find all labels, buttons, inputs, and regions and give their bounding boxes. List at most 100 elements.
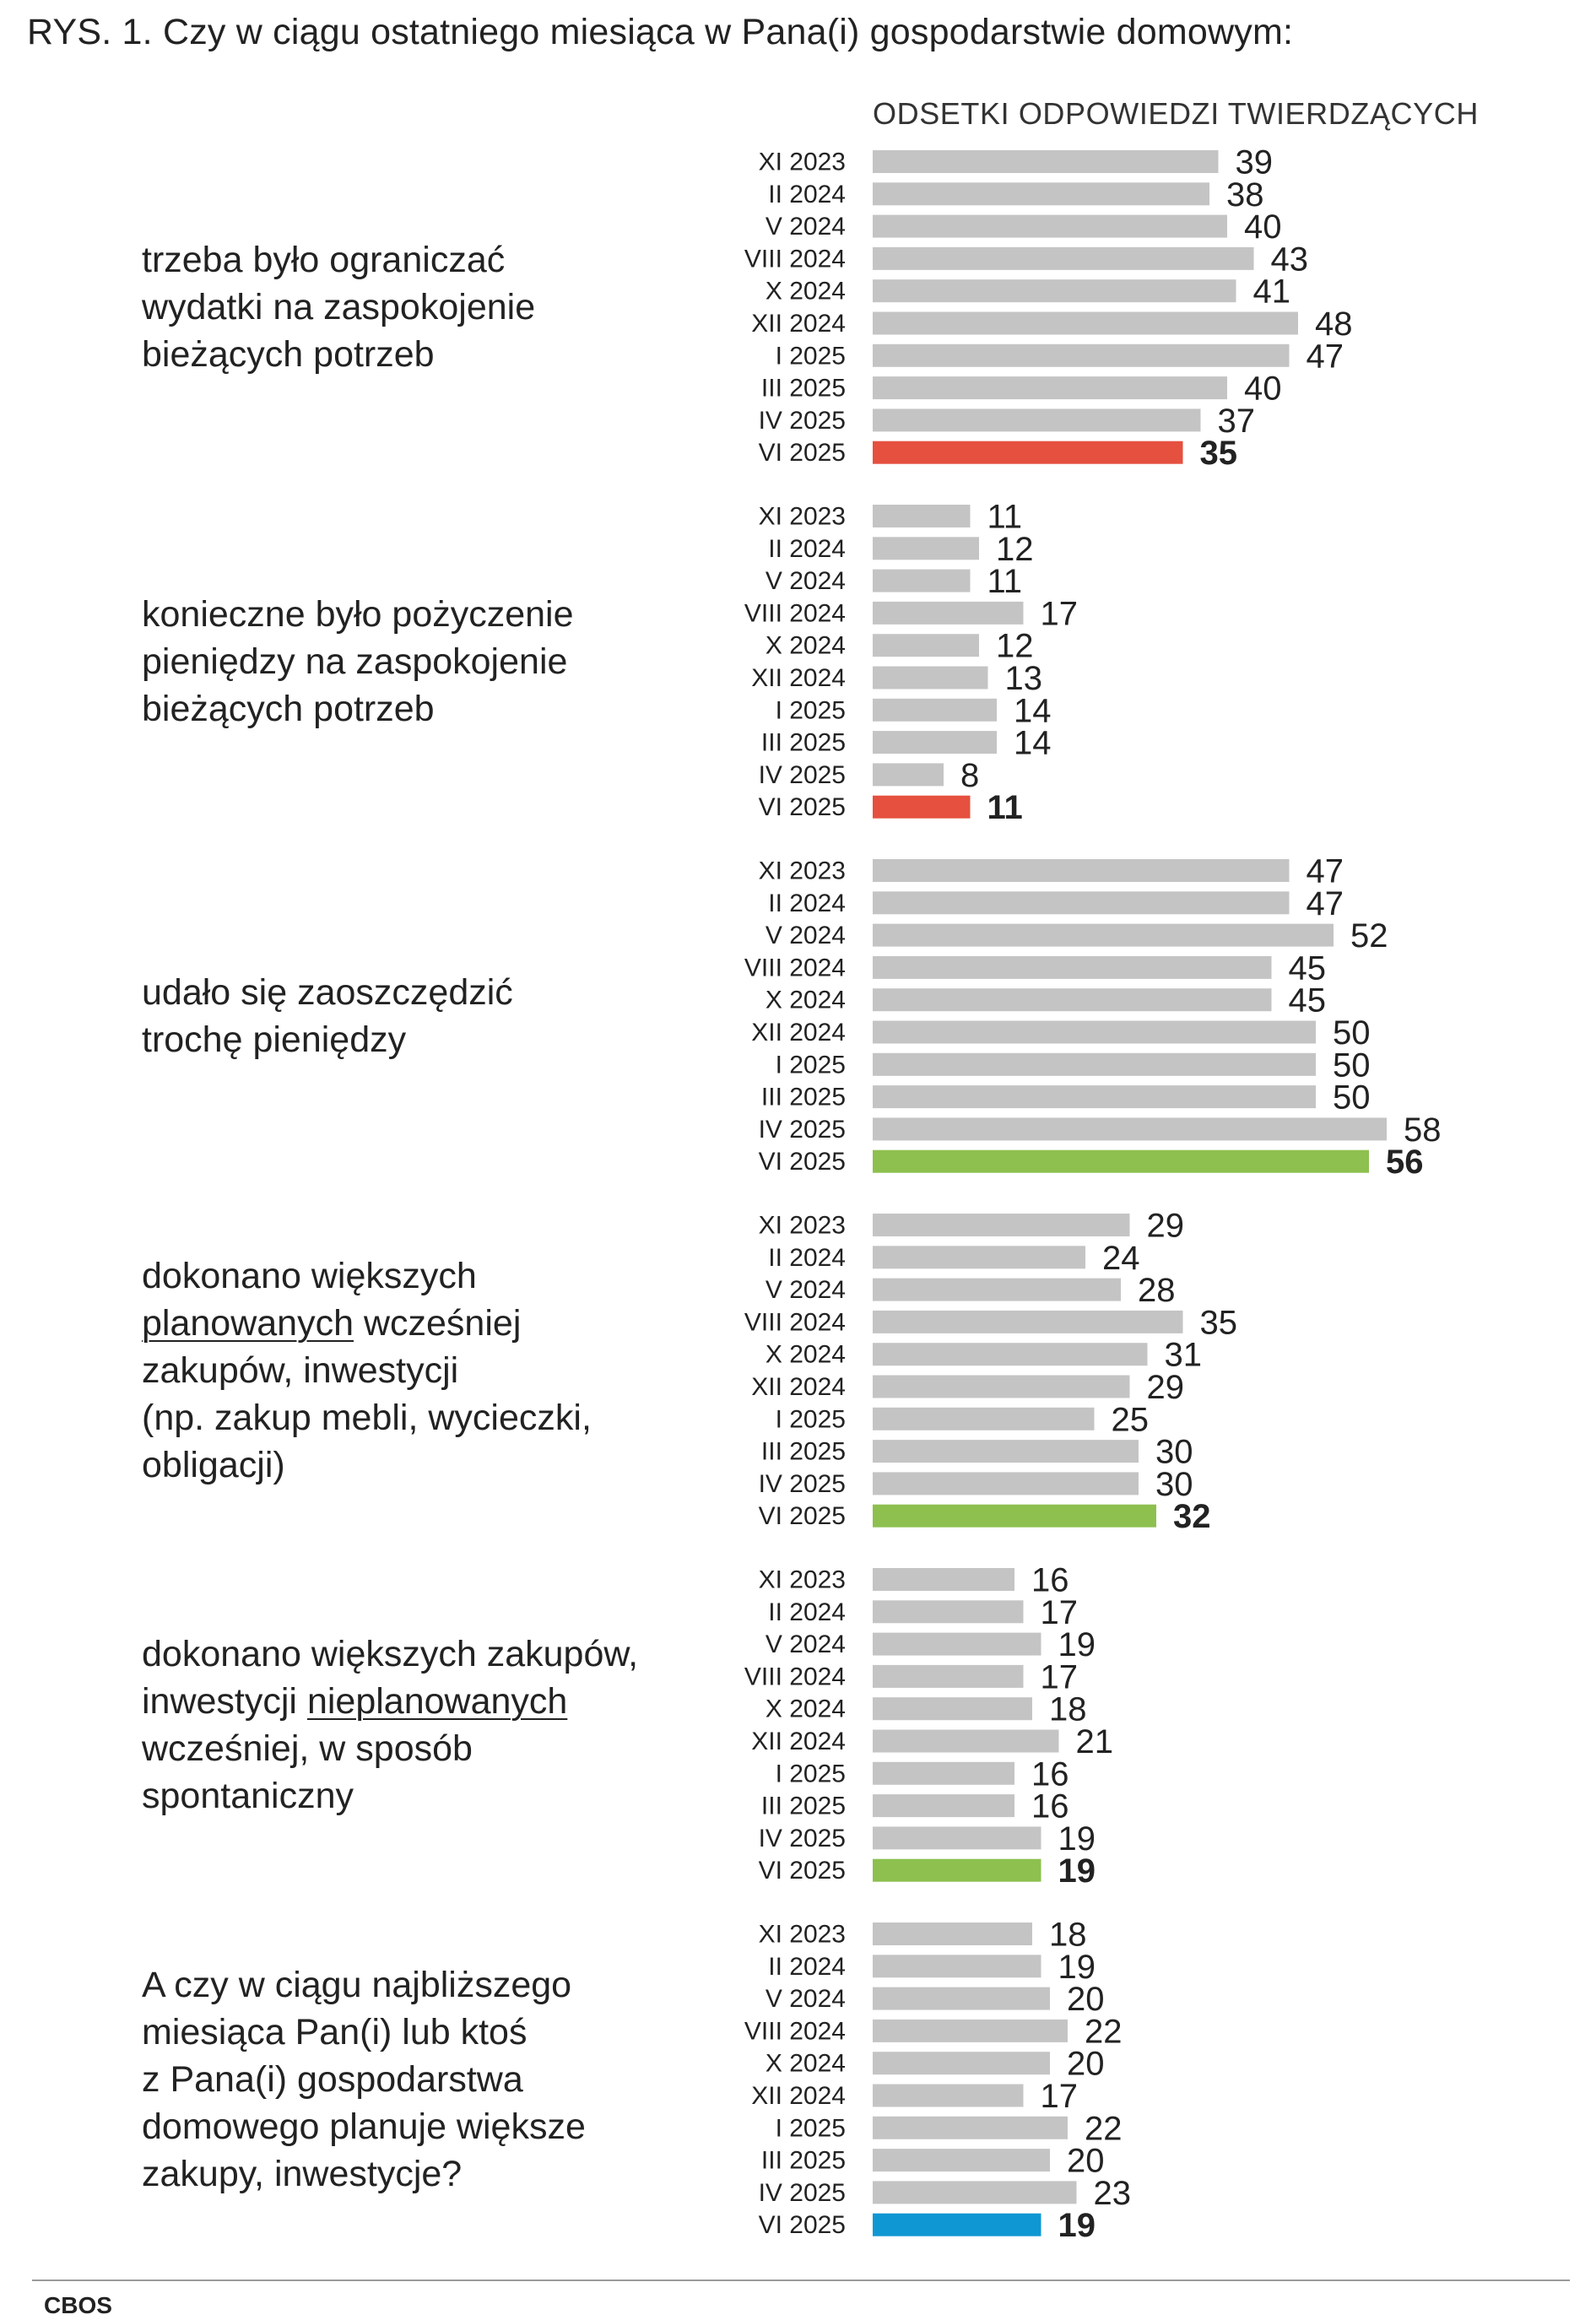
- value-label: 47: [1307, 853, 1344, 890]
- question-phrase: trzeba było ograniczać: [142, 239, 506, 280]
- bar: [873, 537, 979, 560]
- bar: [873, 1472, 1139, 1495]
- category-label: V 2024: [766, 922, 846, 949]
- value-label: 35: [1200, 435, 1238, 472]
- bar: [873, 666, 988, 690]
- question-phrase: dokonano większych: [142, 1255, 477, 1296]
- value-label: 21: [1076, 1723, 1114, 1760]
- category-label: V 2024: [766, 1630, 846, 1658]
- chart-title: RYS. 1. Czy w ciągu ostatniego miesiąca …: [27, 12, 1294, 52]
- bar: [873, 408, 1201, 432]
- chart-subtitle: ODSETKI ODPOWIEDZI TWIERDZĄCYCH: [873, 96, 1479, 131]
- category-label: II 2024: [768, 1953, 846, 1981]
- category-label: XII 2024: [751, 664, 846, 692]
- value-label: 47: [1307, 885, 1344, 922]
- bar: [873, 182, 1209, 206]
- value-label: 19: [1058, 1820, 1096, 1858]
- bar: [873, 2084, 1024, 2107]
- bar: [873, 2149, 1050, 2172]
- question-line: zakupy, inwestycje?: [142, 2150, 699, 2198]
- question-phrase: pieniędzy na zaspokojenie: [142, 641, 568, 682]
- value-label: 11: [987, 563, 1023, 600]
- question-line: konieczne było pożyczenie: [142, 591, 699, 638]
- question-text-2: konieczne było pożyczenie pieniędzy na za…: [142, 591, 699, 733]
- question-line: trochę pieniędzy: [142, 1016, 699, 1063]
- value-label: 20: [1067, 1981, 1105, 2018]
- category-label: I 2025: [776, 2114, 846, 2142]
- bar: [873, 1923, 1032, 1945]
- category-label: VIII 2024: [744, 2017, 846, 2045]
- value-label: 19: [1058, 1949, 1096, 1986]
- bar-highlight: [873, 795, 971, 819]
- value-label: 58: [1404, 1111, 1442, 1149]
- bar: [873, 279, 1236, 303]
- bar: [873, 1664, 1024, 1688]
- category-label: I 2025: [776, 696, 846, 724]
- bar: [873, 988, 1272, 1012]
- question-phrase: wydatki na zaspokojenie: [142, 286, 536, 327]
- value-label: 47: [1307, 338, 1344, 375]
- category-label: XI 2023: [759, 857, 846, 885]
- question-line: wydatki na zaspokojenie: [142, 284, 699, 331]
- value-label: 11: [987, 789, 1023, 826]
- value-label: 50: [1333, 1046, 1371, 1084]
- category-label: IV 2025: [759, 761, 846, 789]
- value-label: 17: [1041, 1594, 1079, 1631]
- value-label: 29: [1147, 1208, 1185, 1245]
- value-label: 20: [1067, 2143, 1105, 2180]
- panel-4: XI 2023 29 II 2024 24 V 2024 28 VIII 2024 35 X 2…: [744, 1208, 1237, 1536]
- underlined-phrase: planowanych: [142, 1302, 354, 1344]
- value-label: 23: [1094, 2175, 1132, 2212]
- question-phrase: zakupów, inwestycji: [142, 1349, 459, 1391]
- category-label: X 2024: [766, 278, 846, 306]
- question-phrase: z Pana(i) gospodarstwa: [142, 2058, 523, 2100]
- value-label: 12: [996, 531, 1034, 568]
- bar: [873, 343, 1290, 367]
- bar: [873, 1729, 1059, 1753]
- category-label: III 2025: [761, 375, 846, 403]
- category-label: VI 2025: [759, 1148, 846, 1176]
- question-phrase: spontaniczny: [142, 1775, 354, 1816]
- bar: [873, 1440, 1139, 1463]
- value-label: 20: [1067, 2046, 1105, 2083]
- bar: [873, 1794, 1014, 1818]
- source-label: CBOS: [44, 2292, 112, 2318]
- question-phrase: udało się zaoszczędzić: [142, 971, 513, 1013]
- value-label: 11: [987, 499, 1023, 536]
- bar: [873, 1632, 1041, 1656]
- category-label: XI 2023: [759, 1566, 846, 1594]
- value-label: 12: [996, 628, 1034, 665]
- value-label: 14: [1014, 692, 1052, 729]
- value-label: 30: [1155, 1466, 1193, 1503]
- question-line: inwestycji nieplanowanych: [142, 1678, 699, 1725]
- value-label: 16: [1031, 1788, 1069, 1825]
- bar-highlight: [873, 1504, 1156, 1528]
- bar: [873, 634, 979, 657]
- category-label: III 2025: [761, 1438, 846, 1466]
- value-label: 17: [1041, 1658, 1079, 1695]
- question-text-6: A czy w ciągu najbliższego miesiąca Pan(i…: [142, 1961, 699, 2198]
- bar: [873, 859, 1290, 882]
- question-phrase: miesiąca Pan(i) lub ktoś: [142, 2011, 527, 2052]
- bar: [873, 1407, 1095, 1430]
- bar-highlight: [873, 1858, 1041, 1882]
- category-label: VI 2025: [759, 793, 846, 821]
- category-label: X 2024: [766, 987, 846, 1014]
- category-label: XII 2024: [751, 1728, 846, 1755]
- category-label: VI 2025: [759, 2211, 846, 2239]
- value-label: 8: [960, 757, 979, 794]
- category-label: IV 2025: [759, 1116, 846, 1144]
- bar: [873, 1568, 1014, 1591]
- underlined-phrase: nieplanowanych: [306, 1680, 568, 1722]
- category-label: VIII 2024: [744, 1663, 846, 1690]
- question-text-3: udało się zaoszczędzić trochę pieniędzy: [142, 969, 699, 1063]
- value-label: 19: [1058, 2207, 1096, 2244]
- bar: [873, 891, 1290, 915]
- value-label: 29: [1147, 1369, 1185, 1406]
- category-label: VI 2025: [759, 1857, 846, 1885]
- bar: [873, 1697, 1032, 1721]
- category-label: III 2025: [761, 1084, 846, 1111]
- panel-1: XI 2023 39 II 2024 38 V 2024 40 VIII 2024 43 X 2…: [744, 144, 1353, 473]
- bar: [873, 1955, 1041, 1978]
